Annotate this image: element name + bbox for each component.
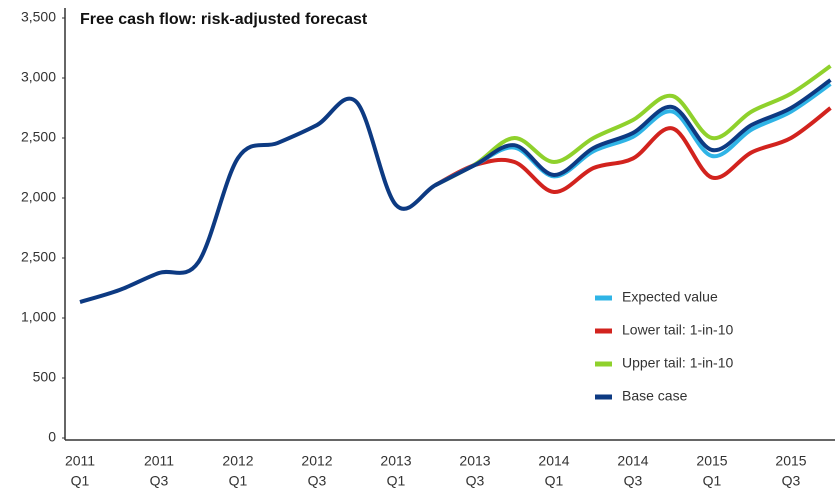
x-tick-label: Q1 (703, 473, 722, 489)
x-tick-label: Q3 (150, 473, 169, 489)
series-line (434, 106, 832, 194)
x-tick-label: 2015 (775, 453, 806, 469)
x-tick-label: Q1 (387, 473, 406, 489)
x-tick-label: 2013 (380, 453, 411, 469)
y-tick-label: 2,500 (21, 129, 56, 145)
series-line (434, 64, 832, 187)
x-tick-label: 2011 (144, 453, 174, 469)
y-tick-label: 2,500 (21, 249, 56, 265)
chart-title: Free cash flow: risk-adjusted forecast (80, 11, 368, 28)
x-tick-label: Q3 (624, 473, 643, 489)
x-tick-label: Q1 (229, 473, 248, 489)
x-tick-label: 2014 (538, 453, 569, 469)
x-tick-label: 2014 (617, 453, 648, 469)
y-tick-label: 500 (33, 369, 57, 385)
x-tick-label: 2013 (459, 453, 490, 469)
y-tick-label: 1,000 (21, 309, 56, 325)
legend-label: Upper tail: 1-in-10 (622, 355, 733, 371)
series-line (79, 78, 832, 304)
x-tick-label: Q3 (782, 473, 801, 489)
legend-label: Base case (622, 388, 688, 404)
y-tick-label: 2,000 (21, 189, 56, 205)
y-tick-label: 0 (48, 429, 56, 445)
legend-label: Expected value (622, 289, 718, 305)
x-tick-label: Q1 (71, 473, 90, 489)
x-tick-label: 2011 (65, 453, 95, 469)
y-tick-label: 3,000 (21, 69, 56, 85)
legend-label: Lower tail: 1-in-10 (622, 322, 733, 338)
x-tick-label: Q3 (466, 473, 485, 489)
x-tick-label: 2012 (301, 453, 332, 469)
x-tick-label: Q1 (545, 473, 564, 489)
x-tick-label: 2012 (222, 453, 253, 469)
x-tick-label: Q3 (308, 473, 327, 489)
x-tick-label: 2015 (696, 453, 727, 469)
y-tick-label: 3,500 (21, 9, 56, 25)
